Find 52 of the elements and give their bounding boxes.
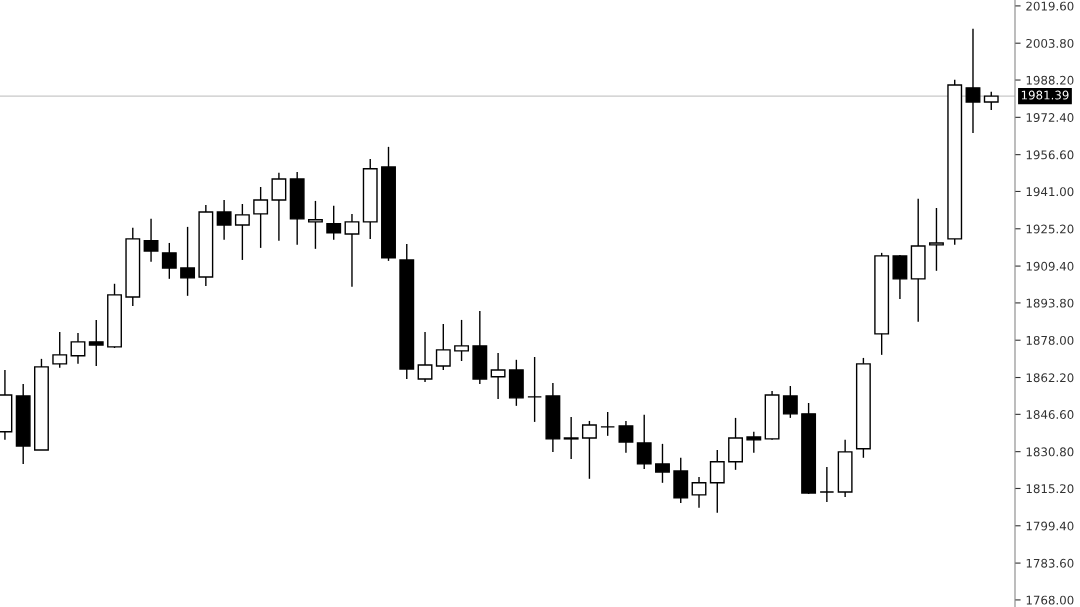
candlestick xyxy=(581,420,597,480)
y-tick-label: 1846.60 xyxy=(1026,410,1074,419)
candlestick xyxy=(180,226,196,297)
candlestick xyxy=(307,200,323,250)
candlestick xyxy=(983,91,999,111)
y-tick-label: 1941.00 xyxy=(1026,187,1074,197)
y-tick-label: 1783.60 xyxy=(1026,558,1074,568)
y-tick-label: 2003.80 xyxy=(1026,38,1074,48)
candlestick xyxy=(417,331,433,383)
candlestick xyxy=(636,414,652,470)
candlestick xyxy=(929,207,944,272)
candlestick xyxy=(819,466,835,503)
y-tick-label: 1972.40 xyxy=(1026,113,1074,122)
candlestick xyxy=(655,443,670,484)
candlestick xyxy=(892,254,908,300)
y-tick-label: 1878.00 xyxy=(1026,335,1074,345)
candlestick xyxy=(326,205,342,241)
candlestick xyxy=(234,203,250,261)
y-tick-label: 1909.40 xyxy=(1026,261,1074,271)
y-tick-label: 1830.80 xyxy=(1026,447,1074,457)
candlestick xyxy=(618,420,634,454)
candlestick xyxy=(344,213,360,288)
candlestick xyxy=(709,449,725,514)
candlestick xyxy=(216,199,232,241)
candlestick xyxy=(965,28,981,134)
candlestick xyxy=(271,172,287,242)
y-tick-label: 1956.60 xyxy=(1026,150,1074,160)
y-tick-label: 1988.20 xyxy=(1026,75,1074,85)
candlestick xyxy=(143,218,159,263)
candlestick xyxy=(52,331,68,369)
y-tick-label: 1862.20 xyxy=(1026,373,1074,383)
candlestick xyxy=(454,319,470,362)
candlestick xyxy=(253,186,269,249)
y-tick-label: 2019.60 xyxy=(1026,1,1074,11)
ref-line-label: 1981.39 xyxy=(1021,90,1069,100)
candlestick xyxy=(435,323,451,371)
candlestick xyxy=(728,417,743,471)
y-tick-label: 1925.20 xyxy=(1026,224,1074,234)
candlestick xyxy=(746,431,762,454)
candlestick xyxy=(527,356,543,423)
candlestick xyxy=(70,332,86,365)
candlestick xyxy=(490,352,506,400)
candlestick xyxy=(691,476,707,509)
candlestick xyxy=(600,411,616,437)
y-tick-label: 1815.20 xyxy=(1026,484,1074,494)
candlestick xyxy=(161,242,177,280)
y-tick-label: 1893.80 xyxy=(1026,298,1074,308)
y-tick-label: 1799.40 xyxy=(1026,521,1074,531)
candlestick xyxy=(563,416,579,460)
candlestick xyxy=(88,319,104,367)
y-tick-label: 1768.00 xyxy=(1026,595,1074,605)
candlestick xyxy=(782,385,798,419)
